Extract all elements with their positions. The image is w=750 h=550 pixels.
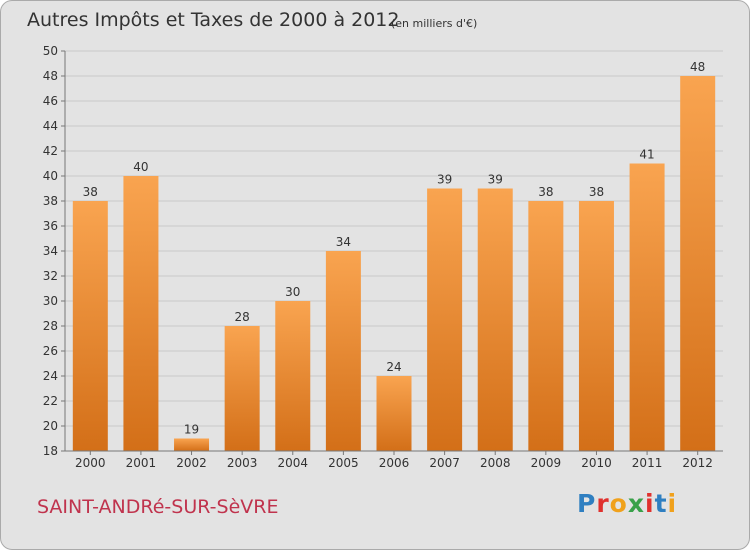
bar-value-label: 28 [235,310,250,324]
y-tick-label: 48 [43,69,58,83]
bar [578,201,614,451]
y-tick-label: 20 [43,419,58,433]
x-tick-label: 2010 [581,456,612,470]
bar-value-label: 38 [589,185,604,199]
x-tick-label: 2012 [682,456,713,470]
bar-value-label: 39 [488,173,503,187]
bar [528,201,564,451]
bar [275,301,311,451]
bar-value-label: 34 [336,235,351,249]
x-tick-label: 2002 [176,456,207,470]
x-tick-label: 2011 [632,456,663,470]
y-tick-label: 30 [43,294,58,308]
y-tick-label: 32 [43,269,58,283]
y-tick-label: 44 [43,119,58,133]
bar [680,76,716,451]
bar-value-label: 38 [83,185,98,199]
y-tick-label: 46 [43,94,58,108]
bar [629,163,665,451]
bar [427,188,463,451]
brand-logo: Proxiti [577,489,678,518]
x-tick-label: 2009 [531,456,562,470]
y-tick-label: 24 [43,369,58,383]
y-tick-label: 22 [43,394,58,408]
gridlines [65,50,723,452]
bar [376,376,412,451]
bar [123,176,159,451]
x-tick-label: 2000 [75,456,106,470]
x-tick-label: 2008 [480,456,511,470]
bar-value-label: 41 [639,148,654,162]
y-tick-label: 40 [43,169,58,183]
y-axis: 18 20 22 24 26 28 30 32 34 36 38 40 42 44 46 48 50 [43,44,66,458]
bar [325,251,361,451]
x-tick-label: 2007 [429,456,460,470]
bar-value-label: 39 [437,173,452,187]
bars: 38 40 19 28 30 34 24 39 39 38 38 41 48 [72,60,716,451]
x-tick-label: 2004 [277,456,308,470]
y-tick-label: 38 [43,194,58,208]
bar-value-label: 40 [133,160,148,174]
y-tick-label: 26 [43,344,58,358]
bar [72,201,108,451]
x-tick-label: 2005 [328,456,359,470]
bar-value-label: 30 [285,285,300,299]
bar-value-label: 38 [538,185,553,199]
x-axis: 2000 2001 2002 2003 2004 2005 2006 2007 2008 2009… [65,450,723,470]
x-tick-label: 2001 [126,456,157,470]
y-tick-label: 36 [43,219,58,233]
x-tick-label: 2003 [227,456,258,470]
y-tick-label: 42 [43,144,58,158]
x-tick-label: 2006 [379,456,410,470]
location-name: SAINT-ANDRé-SUR-SèVRE [37,496,279,518]
bar-value-label: 24 [386,360,401,374]
chart-title: Autres Impôts et Taxes de 2000 à 2012 [27,9,400,31]
bar-value-label: 19 [184,423,199,437]
chart-subtitle: (en milliers d'€) [391,17,477,30]
bar-value-label: 48 [690,60,705,74]
bar [224,326,260,451]
bar [477,188,513,451]
bar [174,438,210,451]
y-tick-label: 28 [43,319,58,333]
y-tick-label: 34 [43,244,58,258]
y-tick-label: 50 [43,44,58,58]
y-tick-label: 18 [43,444,58,458]
